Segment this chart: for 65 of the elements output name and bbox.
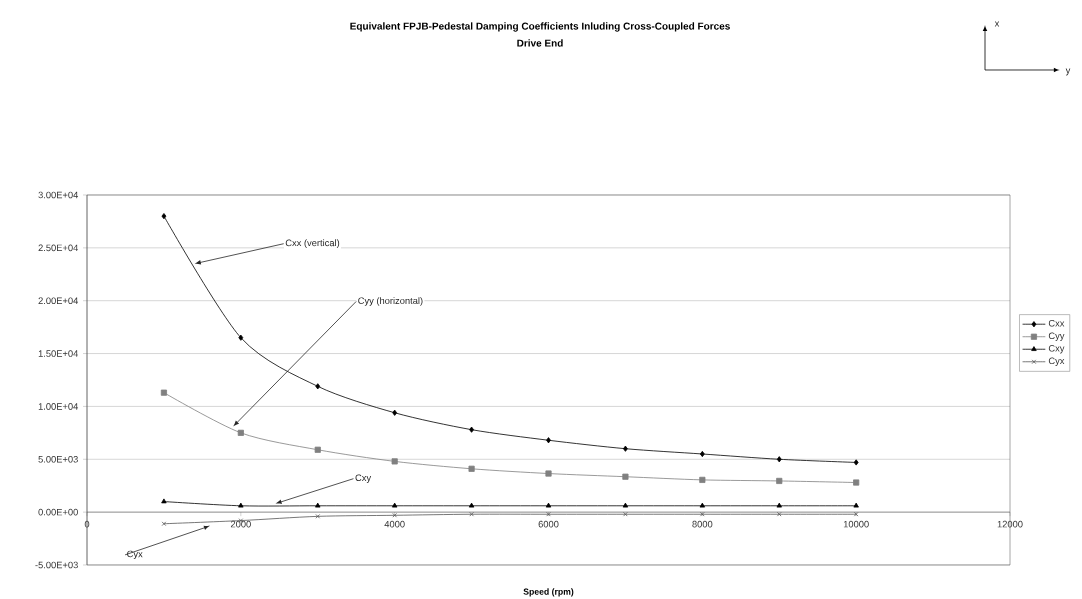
point bbox=[392, 513, 397, 518]
legend-label: Cyx bbox=[1048, 357, 1065, 366]
point bbox=[546, 437, 551, 444]
point bbox=[546, 511, 551, 517]
point bbox=[623, 445, 628, 452]
annotation: Cxy bbox=[355, 474, 372, 483]
point bbox=[623, 511, 628, 517]
point bbox=[545, 502, 552, 508]
annotation: Cyy (horizontal) bbox=[358, 297, 423, 306]
point bbox=[238, 334, 244, 341]
point bbox=[468, 465, 475, 472]
y-tick-label: 1.50E+04 bbox=[38, 350, 79, 357]
text: x bbox=[994, 21, 1000, 27]
y-tick-label: 5.00E+03 bbox=[38, 455, 78, 463]
point bbox=[699, 476, 706, 483]
legend-label: Cxy bbox=[1048, 345, 1065, 354]
point bbox=[391, 458, 398, 465]
point bbox=[776, 502, 782, 508]
point bbox=[853, 479, 860, 486]
x-tick-label: 8000 bbox=[692, 520, 713, 528]
point bbox=[699, 502, 706, 508]
point bbox=[391, 502, 398, 508]
point bbox=[622, 502, 629, 508]
point bbox=[315, 502, 321, 508]
point bbox=[392, 409, 398, 416]
legend-label: Cxx bbox=[1048, 319, 1065, 327]
point bbox=[853, 502, 859, 508]
chart-subtitle: Drive End bbox=[517, 39, 563, 47]
point bbox=[853, 459, 859, 466]
x-tick-label: 10000 bbox=[843, 520, 869, 528]
point bbox=[469, 426, 474, 433]
y-tick-label: 2.00E+04 bbox=[38, 297, 79, 304]
y-tick-label: 1.00E+04 bbox=[38, 403, 79, 410]
point bbox=[161, 213, 167, 220]
point bbox=[468, 502, 475, 508]
point bbox=[160, 389, 167, 396]
point bbox=[469, 511, 474, 517]
y-tick-label: 3.00E+04 bbox=[38, 191, 79, 199]
x-tick-label: 6000 bbox=[538, 520, 559, 528]
point bbox=[314, 446, 321, 453]
point bbox=[776, 477, 783, 485]
annotation: Cxx (vertical) bbox=[285, 239, 340, 249]
point bbox=[699, 450, 705, 458]
text: y bbox=[1065, 68, 1071, 76]
y-tick-label: 0.00E+00 bbox=[38, 508, 78, 516]
point bbox=[545, 470, 552, 477]
point bbox=[315, 383, 321, 390]
chart-title: Equivalent FPJB-Pedestal Damping Coefficients Inluding Cross-Coupled Forces bbox=[350, 22, 730, 32]
y-tick-label: -5.00E+03 bbox=[35, 561, 78, 569]
point bbox=[237, 429, 244, 436]
point bbox=[622, 473, 629, 480]
point bbox=[776, 511, 782, 517]
point bbox=[238, 502, 244, 508]
point bbox=[776, 456, 782, 463]
legend-label: Cyy bbox=[1048, 332, 1065, 341]
x-tick-label: 12000 bbox=[997, 520, 1023, 528]
x-axis-title: Speed (rpm) bbox=[523, 588, 574, 597]
y-tick-label: 2.50E+04 bbox=[38, 244, 79, 252]
point bbox=[315, 514, 321, 519]
point bbox=[700, 511, 705, 517]
x-tick-label: 4000 bbox=[384, 520, 405, 528]
point bbox=[161, 498, 167, 504]
x-tick-label: 0 bbox=[84, 520, 90, 528]
annotation: Cyx bbox=[127, 550, 143, 560]
x-tick-label: 2000 bbox=[230, 520, 251, 528]
